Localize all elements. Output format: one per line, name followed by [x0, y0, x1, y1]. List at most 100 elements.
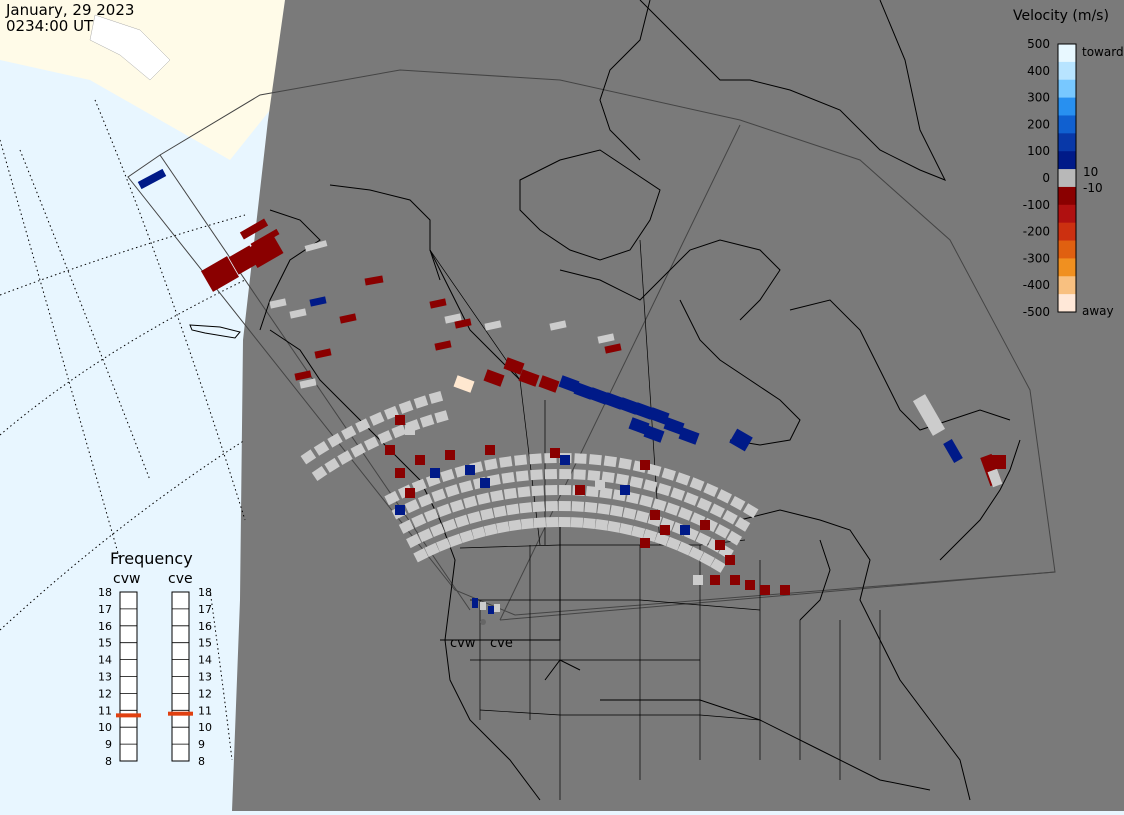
frequency-tick-left: 12	[98, 687, 112, 700]
scatter-cell	[445, 450, 455, 460]
velocity-color-segment	[1058, 222, 1076, 242]
velocity-tick-label: -400	[1023, 278, 1050, 292]
scatter-cell	[487, 474, 501, 487]
scatter-cell	[943, 438, 963, 464]
scatter-cell	[643, 425, 665, 443]
frequency-panel: Frequency cvw cve 18 18 17 17 16 16 15 15 14 14 13…	[98, 549, 212, 768]
scatter-cell	[483, 523, 498, 537]
scatter-cell	[508, 519, 522, 532]
scatter-cell	[339, 313, 357, 324]
velocity-bar-frame	[1057, 43, 1077, 313]
velocity-tick-labels: 500 400 300 200 100 0 -100 -200 -300 -400 -500	[1023, 37, 1050, 319]
toward-label: toward	[1082, 45, 1124, 59]
scatter-cell	[661, 467, 676, 481]
frequency-tick-left: 17	[98, 603, 112, 616]
scatter-cell	[710, 558, 726, 573]
velocity-scale: Velocity (m/s) 500 400 300 200 100 0 -100 -200 -…	[1013, 8, 1124, 319]
scatter-cell	[588, 387, 610, 405]
scatter-cell	[465, 465, 475, 475]
scatter-cell	[726, 530, 743, 546]
frequency-tick-left: 8	[105, 755, 112, 768]
scatter-cell	[294, 370, 312, 381]
scatter-cell	[643, 479, 658, 492]
scatter-cell	[660, 525, 670, 535]
scatter-cell	[654, 532, 670, 547]
scatter-cell	[520, 518, 534, 530]
scatter-cell	[699, 552, 715, 567]
scatter-cell	[442, 518, 457, 533]
scatter-cell	[571, 501, 585, 512]
scatter-cell	[337, 450, 353, 465]
scatter-cell	[430, 468, 440, 478]
velocity-tick-label: 200	[1027, 117, 1050, 131]
scatter-cell	[743, 503, 759, 518]
scatter-cell	[588, 454, 602, 466]
scatter-cell	[635, 510, 650, 523]
scatter-cell	[587, 470, 601, 482]
scatter-cell	[609, 505, 624, 517]
scatter-cell	[436, 537, 451, 552]
frequency-tick-left: 9	[105, 738, 112, 751]
velocity-color-segment	[1058, 44, 1076, 63]
radar-site-label-cve: cve	[490, 636, 513, 651]
scatter-cell	[597, 503, 611, 515]
scatter-cell	[595, 519, 609, 531]
scatter-cell	[377, 430, 393, 445]
scatter-cell	[384, 490, 400, 506]
scatter-cell	[519, 502, 533, 514]
velocity-color-segment	[1058, 97, 1076, 116]
scatter-cell	[546, 516, 559, 528]
scatter-cell	[640, 538, 650, 548]
scatter-cell	[618, 397, 640, 415]
scatter-cell	[447, 533, 463, 548]
scatter-cell	[518, 369, 540, 387]
frequency-tick-left: 13	[98, 671, 112, 684]
geo-grid	[0, 99, 246, 761]
frequency-title: Frequency	[110, 549, 193, 568]
scatter-cell	[391, 424, 407, 439]
scatter-cell	[417, 528, 433, 543]
scatter-cell	[607, 520, 621, 533]
velocity-tick-label: -200	[1023, 225, 1050, 239]
scatter-cell	[640, 460, 650, 470]
scatter-cell	[327, 432, 343, 448]
scatter-cell	[532, 501, 546, 513]
scatter-cell	[454, 318, 472, 329]
scatter-cell	[496, 521, 510, 534]
scatter-cell	[411, 478, 427, 493]
scatter-cell	[413, 548, 429, 563]
scatter-cell	[549, 320, 567, 331]
scatter-cell	[369, 411, 385, 426]
scatter-cell	[453, 375, 475, 393]
scatter-cell	[311, 466, 328, 482]
velocity-color-segment	[1058, 204, 1076, 224]
scatter-cell	[309, 296, 327, 307]
scatter-cell	[729, 428, 753, 452]
scatter-cell	[582, 517, 596, 529]
scatter-cell	[385, 445, 395, 455]
scatter-cell	[700, 520, 710, 530]
scatter-cell	[506, 503, 520, 516]
scatter-cell	[715, 540, 725, 550]
scatter-cell	[485, 445, 495, 455]
scatter-cell	[574, 453, 587, 464]
velocity-tick-label: -100	[1023, 198, 1050, 212]
scatter-cell	[364, 275, 384, 286]
scatter-cell	[434, 340, 452, 351]
scatter-cell	[538, 375, 560, 393]
frequency-tick-right: 14	[198, 654, 212, 667]
scatter-cell	[341, 425, 357, 440]
scatter-cell	[405, 425, 415, 435]
velocity-color-segment	[1058, 186, 1076, 206]
radar-scatter-cells	[137, 168, 1006, 614]
scatter-cell	[484, 458, 498, 471]
scatter-cell	[599, 487, 613, 499]
frequency-tick-left: 16	[98, 620, 112, 633]
scatter-cell	[650, 510, 660, 520]
scatter-cell	[633, 402, 655, 420]
scatter-cell	[603, 392, 625, 410]
velocity-color-segment	[1058, 79, 1076, 99]
date-label: January, 29 2023	[6, 1, 135, 19]
scatter-cell	[544, 468, 558, 480]
scatter-cell	[714, 524, 731, 539]
